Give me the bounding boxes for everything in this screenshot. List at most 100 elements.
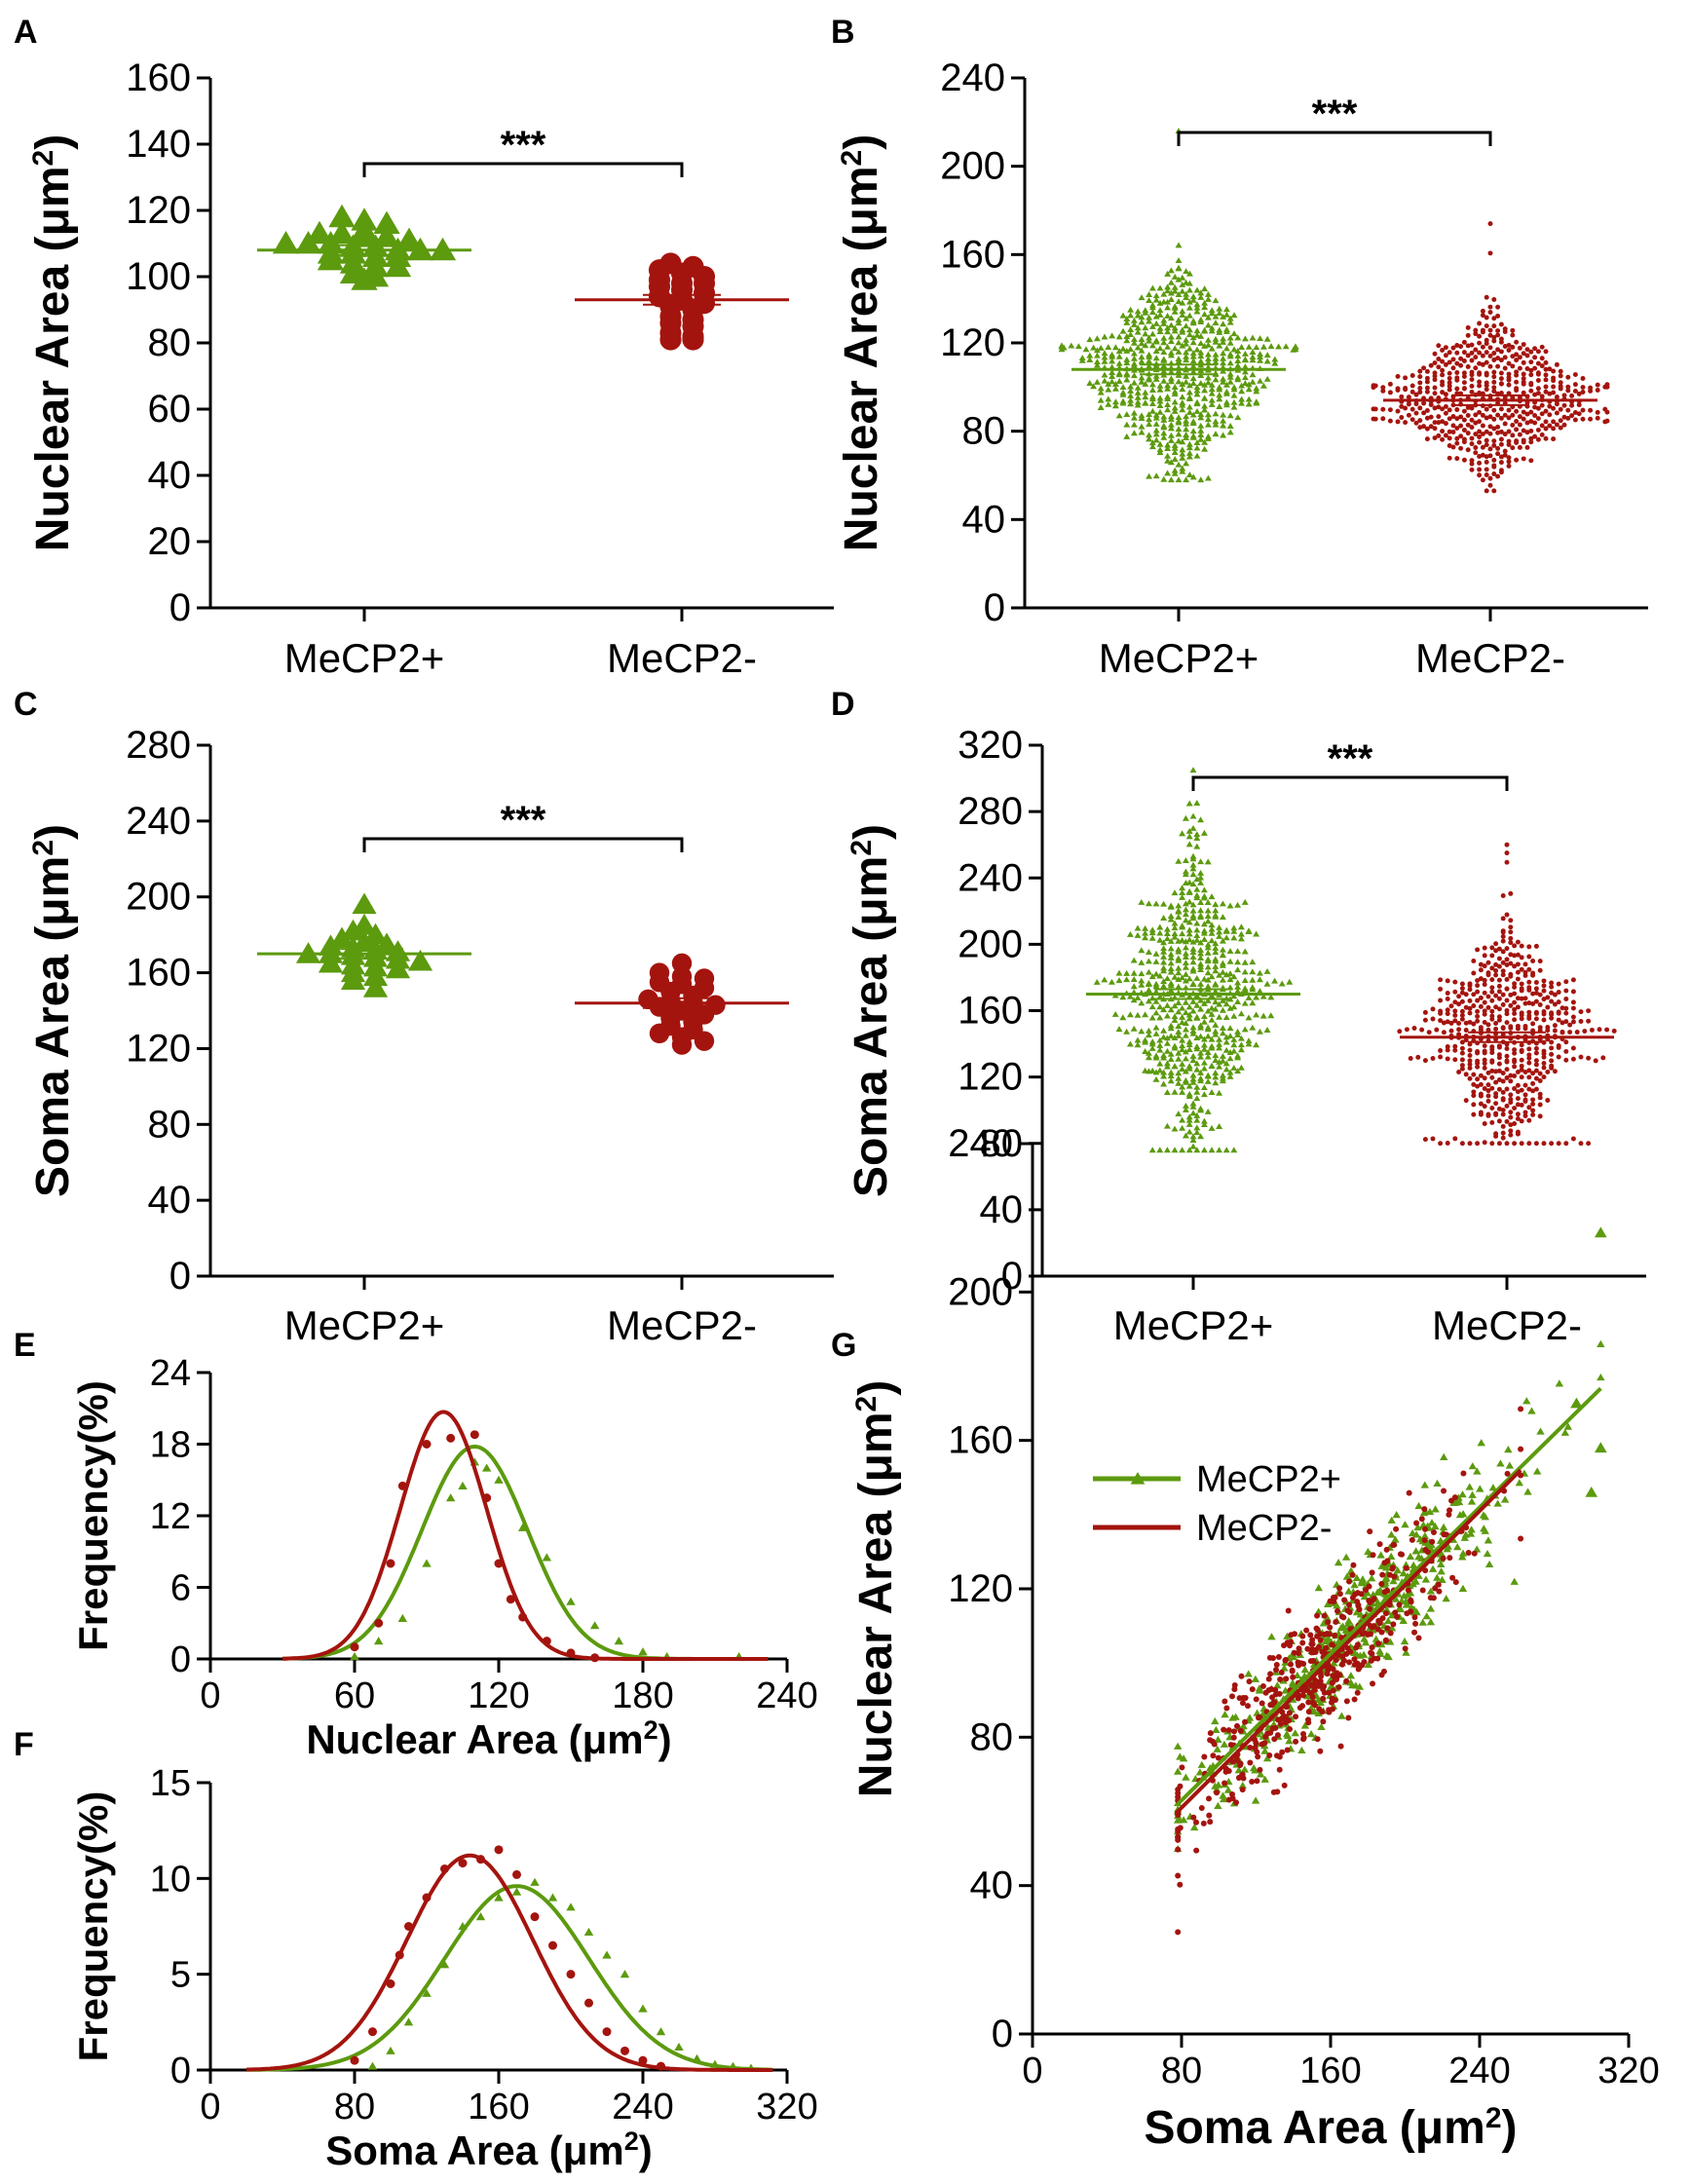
data-point [1467,1075,1473,1081]
data-point [1197,960,1205,967]
data-point [1449,1574,1456,1581]
data-point [1290,1674,1296,1680]
data-point [1466,1529,1476,1537]
data-point [1152,411,1160,418]
data-point [1417,405,1423,411]
data-point [1190,1814,1197,1821]
data-point [1445,1011,1450,1017]
data-point [1179,1036,1186,1043]
data-point [1097,344,1105,351]
data-point [1167,913,1175,920]
data-point [1506,382,1512,388]
data-point [1263,375,1271,382]
data-point [1395,373,1401,379]
data-point [1239,1787,1246,1793]
data-point [1237,1035,1245,1041]
data-point [1426,1604,1436,1612]
data-point [1222,345,1230,352]
data-point [1399,1551,1406,1558]
data-point [1346,1672,1356,1679]
data-point [1471,1550,1478,1557]
data-point [1231,1713,1240,1720]
data-point [386,1559,395,1568]
data-point [1156,345,1164,352]
data-point [1185,326,1193,333]
data-point [1245,994,1253,1000]
data-point [1469,383,1475,389]
data-point [1504,1118,1510,1124]
data-point [1160,475,1168,482]
data-point [1523,1487,1532,1495]
data-point [1097,389,1105,395]
data-point [1152,420,1160,427]
data-point [1519,1102,1524,1108]
data-point [1459,998,1465,1004]
data-point [1498,390,1504,395]
data-point [1156,1046,1164,1053]
data-point [1461,380,1467,386]
data-point [1299,1703,1306,1710]
data-point [1171,398,1179,405]
data-point [1193,444,1201,451]
data-point [649,962,670,983]
data-point [1160,964,1168,971]
data-point [1197,414,1205,421]
data-point [1130,421,1138,428]
data-point [1484,387,1489,393]
data-point [318,934,344,956]
data-point [1456,1001,1462,1007]
data-point [1256,969,1263,976]
data-point [1440,379,1446,385]
data-point [1543,372,1549,378]
data-point [1175,414,1183,421]
data-point [1555,1379,1564,1387]
data-point [1275,1653,1282,1660]
data-point [1222,398,1230,405]
data-point [1216,1000,1223,1007]
data-point [1134,324,1142,331]
data-point [1586,1055,1592,1061]
data-point [1216,310,1223,317]
category-label: MeCP2- [607,635,757,681]
data-point [1512,963,1518,969]
data-point [1134,931,1142,938]
data-point [1532,413,1538,419]
data-point [1508,1078,1514,1084]
data-point [1175,378,1183,385]
data-point [395,1950,404,1960]
data-point [385,940,411,961]
data-point [1504,962,1510,968]
data-point [1484,341,1489,347]
data-point [1234,959,1242,965]
data-point [1372,1635,1380,1642]
data-point [1491,297,1497,302]
data-point [1561,402,1567,408]
data-point [1508,1122,1514,1128]
data-point [1201,326,1209,333]
data-point [1167,902,1175,909]
data-point [1283,1731,1293,1740]
data-point [1526,966,1532,972]
data-point [1518,1446,1524,1452]
data-point [1519,1042,1524,1048]
data-point [1519,1057,1524,1063]
data-point [1119,397,1127,404]
data-point [1508,935,1514,941]
data-point [1234,361,1242,368]
data-point [1189,812,1197,819]
data-point [1241,356,1249,362]
data-point [1305,1716,1312,1723]
y-tick-label: 0 [992,2013,1013,2055]
y-tick-label: 120 [948,1567,1013,1610]
data-point [1204,1053,1212,1060]
data-point [1508,1132,1514,1138]
data-point [1452,1018,1458,1024]
data-point [1134,384,1142,391]
data-point [1354,1641,1361,1648]
data-point [1285,1607,1292,1614]
data-point [1238,382,1246,389]
data-point [1245,1014,1253,1021]
data-point [1276,1766,1283,1773]
